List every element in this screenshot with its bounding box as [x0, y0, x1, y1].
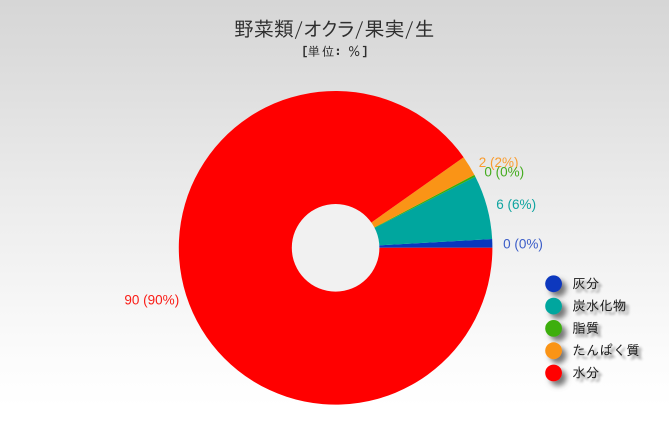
svg-text:0 (0%): 0 (0%) — [484, 165, 524, 180]
svg-text:6 (6%): 6 (6%) — [496, 197, 536, 212]
svg-text:90 (90%): 90 (90%) — [124, 292, 179, 307]
svg-text:2 (2%): 2 (2%) — [479, 155, 519, 170]
svg-text:0 (0%): 0 (0%) — [503, 236, 543, 251]
